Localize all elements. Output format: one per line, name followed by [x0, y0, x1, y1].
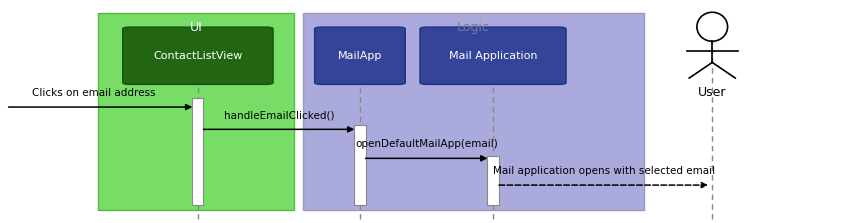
Bar — [354, 125, 365, 205]
Bar — [487, 156, 498, 205]
Text: ContactListView: ContactListView — [153, 51, 242, 61]
Text: Logic: Logic — [457, 21, 489, 34]
Text: handleEmailClicked(): handleEmailClicked() — [223, 110, 334, 120]
Bar — [193, 98, 204, 205]
Text: Mail Application: Mail Application — [448, 51, 537, 61]
Text: Mail application opens with selected email: Mail application opens with selected ema… — [492, 166, 714, 176]
Text: openDefaultMailApp(email): openDefaultMailApp(email) — [354, 139, 498, 149]
FancyBboxPatch shape — [314, 27, 405, 84]
Text: UI: UI — [190, 21, 202, 34]
Bar — [302, 13, 643, 210]
Text: MailApp: MailApp — [337, 51, 382, 61]
FancyBboxPatch shape — [419, 27, 566, 84]
Ellipse shape — [696, 12, 727, 41]
FancyBboxPatch shape — [123, 27, 273, 84]
Text: User: User — [697, 86, 726, 99]
Bar — [98, 13, 294, 210]
Text: Clicks on email address: Clicks on email address — [32, 88, 155, 98]
